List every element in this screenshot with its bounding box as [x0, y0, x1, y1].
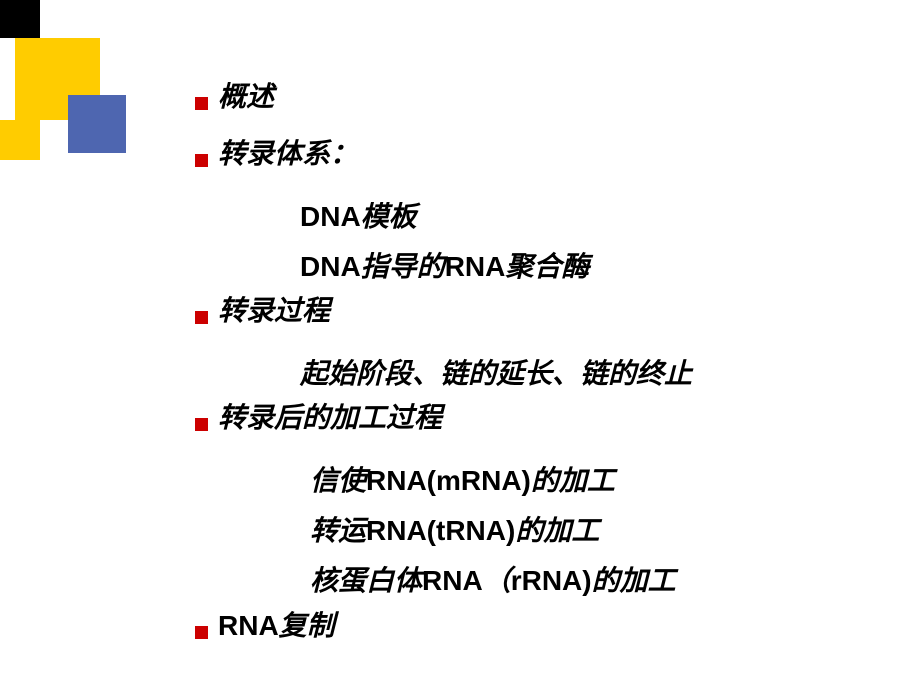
- sub-item: 转运RNA(tRNA)的加工: [310, 506, 895, 556]
- sub-item: 起始阶段、链的延长、链的终止: [300, 350, 895, 399]
- bullet-icon: [195, 626, 208, 639]
- bullet-icon: [195, 418, 208, 431]
- bullet-item: RNA复制: [195, 606, 895, 646]
- sub-item: 核蛋白体RNA（rRNA)的加工: [310, 556, 895, 606]
- bullet-item: 转录过程: [195, 292, 895, 331]
- bullet-text: 概述: [218, 78, 274, 117]
- bullet-text: 转录过程: [218, 292, 330, 331]
- bullet-text: 转录体系：: [218, 135, 358, 174]
- bullet-icon: [195, 311, 208, 324]
- corner-decoration: [0, 0, 180, 220]
- bullet-text: 转录后的加工过程: [218, 399, 442, 438]
- black-square: [0, 0, 40, 38]
- yellow-square-small: [0, 120, 40, 160]
- bullet-icon: [195, 97, 208, 110]
- bullet-item: 转录后的加工过程: [195, 399, 895, 438]
- content-area: 概述转录体系： DNA模板DNA指导的RNA聚合酶转录过程起始阶段、链的延长、链的…: [195, 78, 895, 664]
- sub-item: 信使RNA(mRNA)的加工: [310, 456, 895, 506]
- bullet-text: RNA复制: [218, 606, 335, 646]
- bullet-icon: [195, 154, 208, 167]
- bullet-item: 概述: [195, 78, 895, 117]
- blue-square: [68, 95, 126, 153]
- sub-item: DNA模板: [300, 192, 895, 242]
- sub-item: DNA指导的RNA聚合酶: [300, 242, 895, 292]
- bullet-item: 转录体系：: [195, 135, 895, 174]
